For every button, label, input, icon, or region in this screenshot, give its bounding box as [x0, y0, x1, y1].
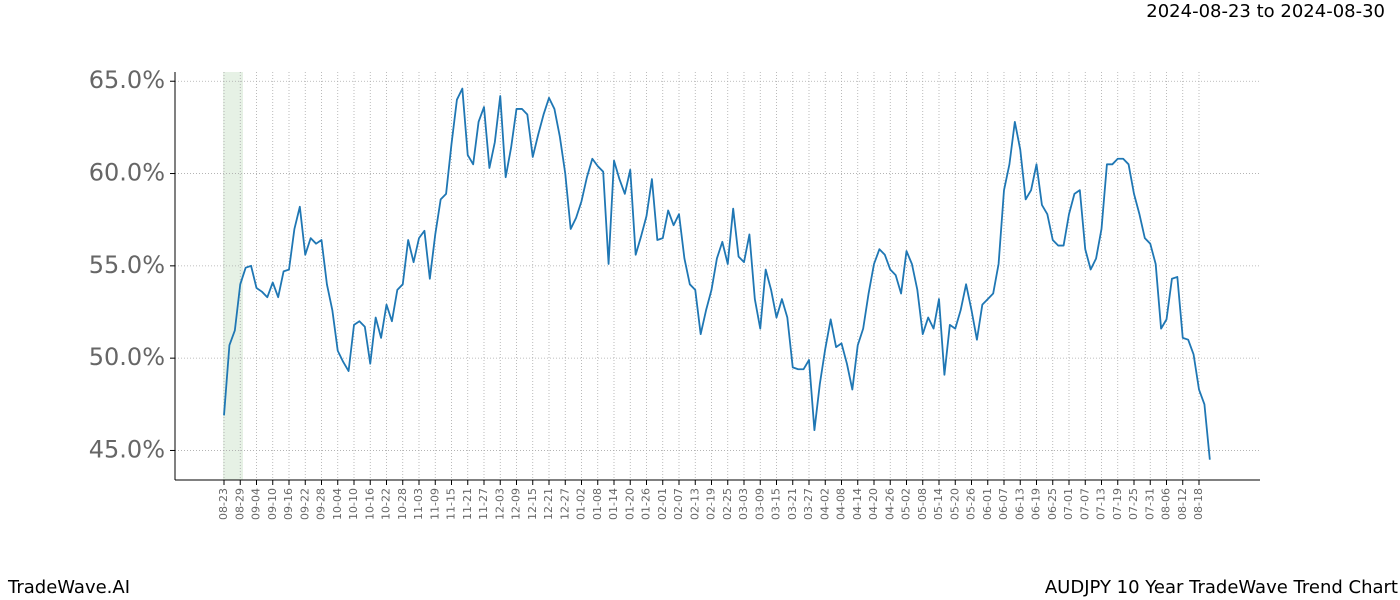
x-tick-label: 01-14 [607, 488, 620, 520]
x-tick-label: 01-26 [640, 488, 653, 520]
x-tick-label: 05-14 [932, 488, 945, 520]
x-tick-label: 03-27 [802, 488, 815, 520]
x-tick-label: 02-01 [656, 488, 669, 520]
x-tick-label: 09-22 [298, 488, 311, 520]
x-tick-label: 01-20 [623, 488, 636, 520]
x-tick-label: 05-20 [948, 488, 961, 520]
chart-title: 2024-08-23 to 2024-08-30 [1146, 1, 1385, 22]
x-tick-label: 04-26 [883, 488, 896, 520]
x-tick-label: 09-04 [250, 488, 263, 520]
x-tick-label: 10-28 [396, 488, 409, 520]
x-tick-label: 07-25 [1127, 488, 1140, 520]
x-tick-label: 09-10 [266, 488, 279, 520]
x-tick-label: 10-16 [363, 488, 376, 520]
x-tick-label: 06-19 [1030, 488, 1043, 520]
x-tick-label: 07-31 [1143, 488, 1156, 520]
x-tick-label: 11-21 [461, 488, 474, 520]
x-tick-label: 06-07 [997, 488, 1010, 520]
x-tick-label: 10-10 [347, 488, 360, 520]
x-tick-label: 12-27 [558, 488, 571, 520]
x-tick-label: 08-23 [217, 488, 230, 520]
x-tick-label: 07-07 [1078, 488, 1091, 520]
x-tick-label: 01-08 [591, 488, 604, 520]
x-tick-label: 08-12 [1176, 488, 1189, 520]
x-tick-label: 05-26 [965, 488, 978, 520]
y-tick-label: 45.0% [89, 435, 165, 463]
footer-left: TradeWave.AI [7, 577, 130, 598]
x-tick-label: 03-21 [786, 488, 799, 520]
x-tick-label: 12-15 [526, 488, 539, 520]
x-tick-label: 11-15 [445, 488, 458, 520]
x-tick-label: 04-02 [818, 488, 831, 520]
footer-right: AUDJPY 10 Year TradeWave Trend Chart [1045, 577, 1398, 598]
x-tick-label: 08-18 [1192, 488, 1205, 520]
x-tick-label: 03-15 [770, 488, 783, 520]
x-tick-label: 06-01 [981, 488, 994, 520]
highlight-band [223, 72, 243, 480]
x-tick-label: 04-20 [867, 488, 880, 520]
x-tick-label: 10-04 [331, 488, 344, 520]
y-tick-label: 55.0% [89, 251, 165, 279]
x-tick-label: 02-07 [672, 488, 685, 520]
y-tick-label: 60.0% [89, 159, 165, 187]
x-tick-label: 07-01 [1062, 488, 1075, 520]
x-tick-label: 03-03 [737, 488, 750, 520]
x-tick-label: 02-19 [705, 488, 718, 520]
x-tick-label: 07-13 [1095, 488, 1108, 520]
x-tick-label: 09-28 [315, 488, 328, 520]
x-tick-label: 06-25 [1046, 488, 1059, 520]
x-tick-label: 06-13 [1013, 488, 1026, 520]
x-tick-label: 04-08 [835, 488, 848, 520]
x-tick-label: 02-13 [688, 488, 701, 520]
x-tick-label: 10-22 [380, 488, 393, 520]
x-tick-label: 04-14 [851, 488, 864, 520]
x-tick-label: 08-06 [1160, 488, 1173, 520]
x-tick-label: 01-02 [575, 488, 588, 520]
x-tick-label: 05-02 [900, 488, 913, 520]
x-tick-label: 03-09 [753, 488, 766, 520]
trend-line [223, 87, 1211, 460]
x-tick-label: 05-08 [916, 488, 929, 520]
x-tick-label: 12-03 [493, 488, 506, 520]
x-tick-label: 11-03 [412, 488, 425, 520]
x-tick-label: 09-16 [282, 488, 295, 520]
x-tick-label: 07-19 [1111, 488, 1124, 520]
x-tick-label: 12-21 [542, 488, 555, 520]
y-tick-label: 50.0% [89, 343, 165, 371]
grid [175, 72, 1260, 480]
x-tick-label: 11-27 [477, 488, 490, 520]
x-tick-label: 02-25 [721, 488, 734, 520]
x-tick-label: 12-09 [510, 488, 523, 520]
x-tick-label: 08-29 [233, 488, 246, 520]
y-tick-label: 65.0% [89, 66, 165, 94]
x-tick-label: 11-09 [428, 488, 441, 520]
